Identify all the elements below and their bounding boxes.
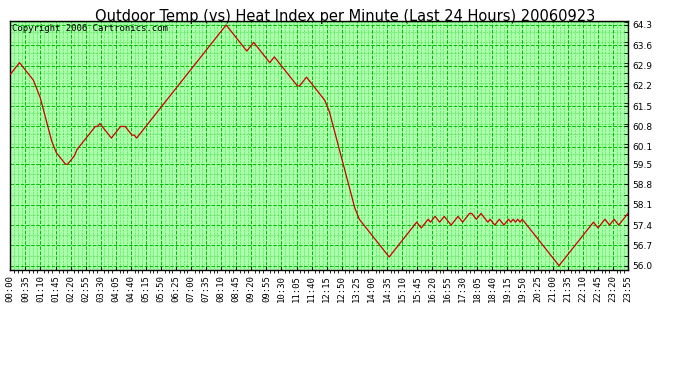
Text: Outdoor Temp (vs) Heat Index per Minute (Last 24 Hours) 20060923: Outdoor Temp (vs) Heat Index per Minute … bbox=[95, 9, 595, 24]
Text: Copyright 2006 Cartronics.com: Copyright 2006 Cartronics.com bbox=[12, 24, 168, 33]
